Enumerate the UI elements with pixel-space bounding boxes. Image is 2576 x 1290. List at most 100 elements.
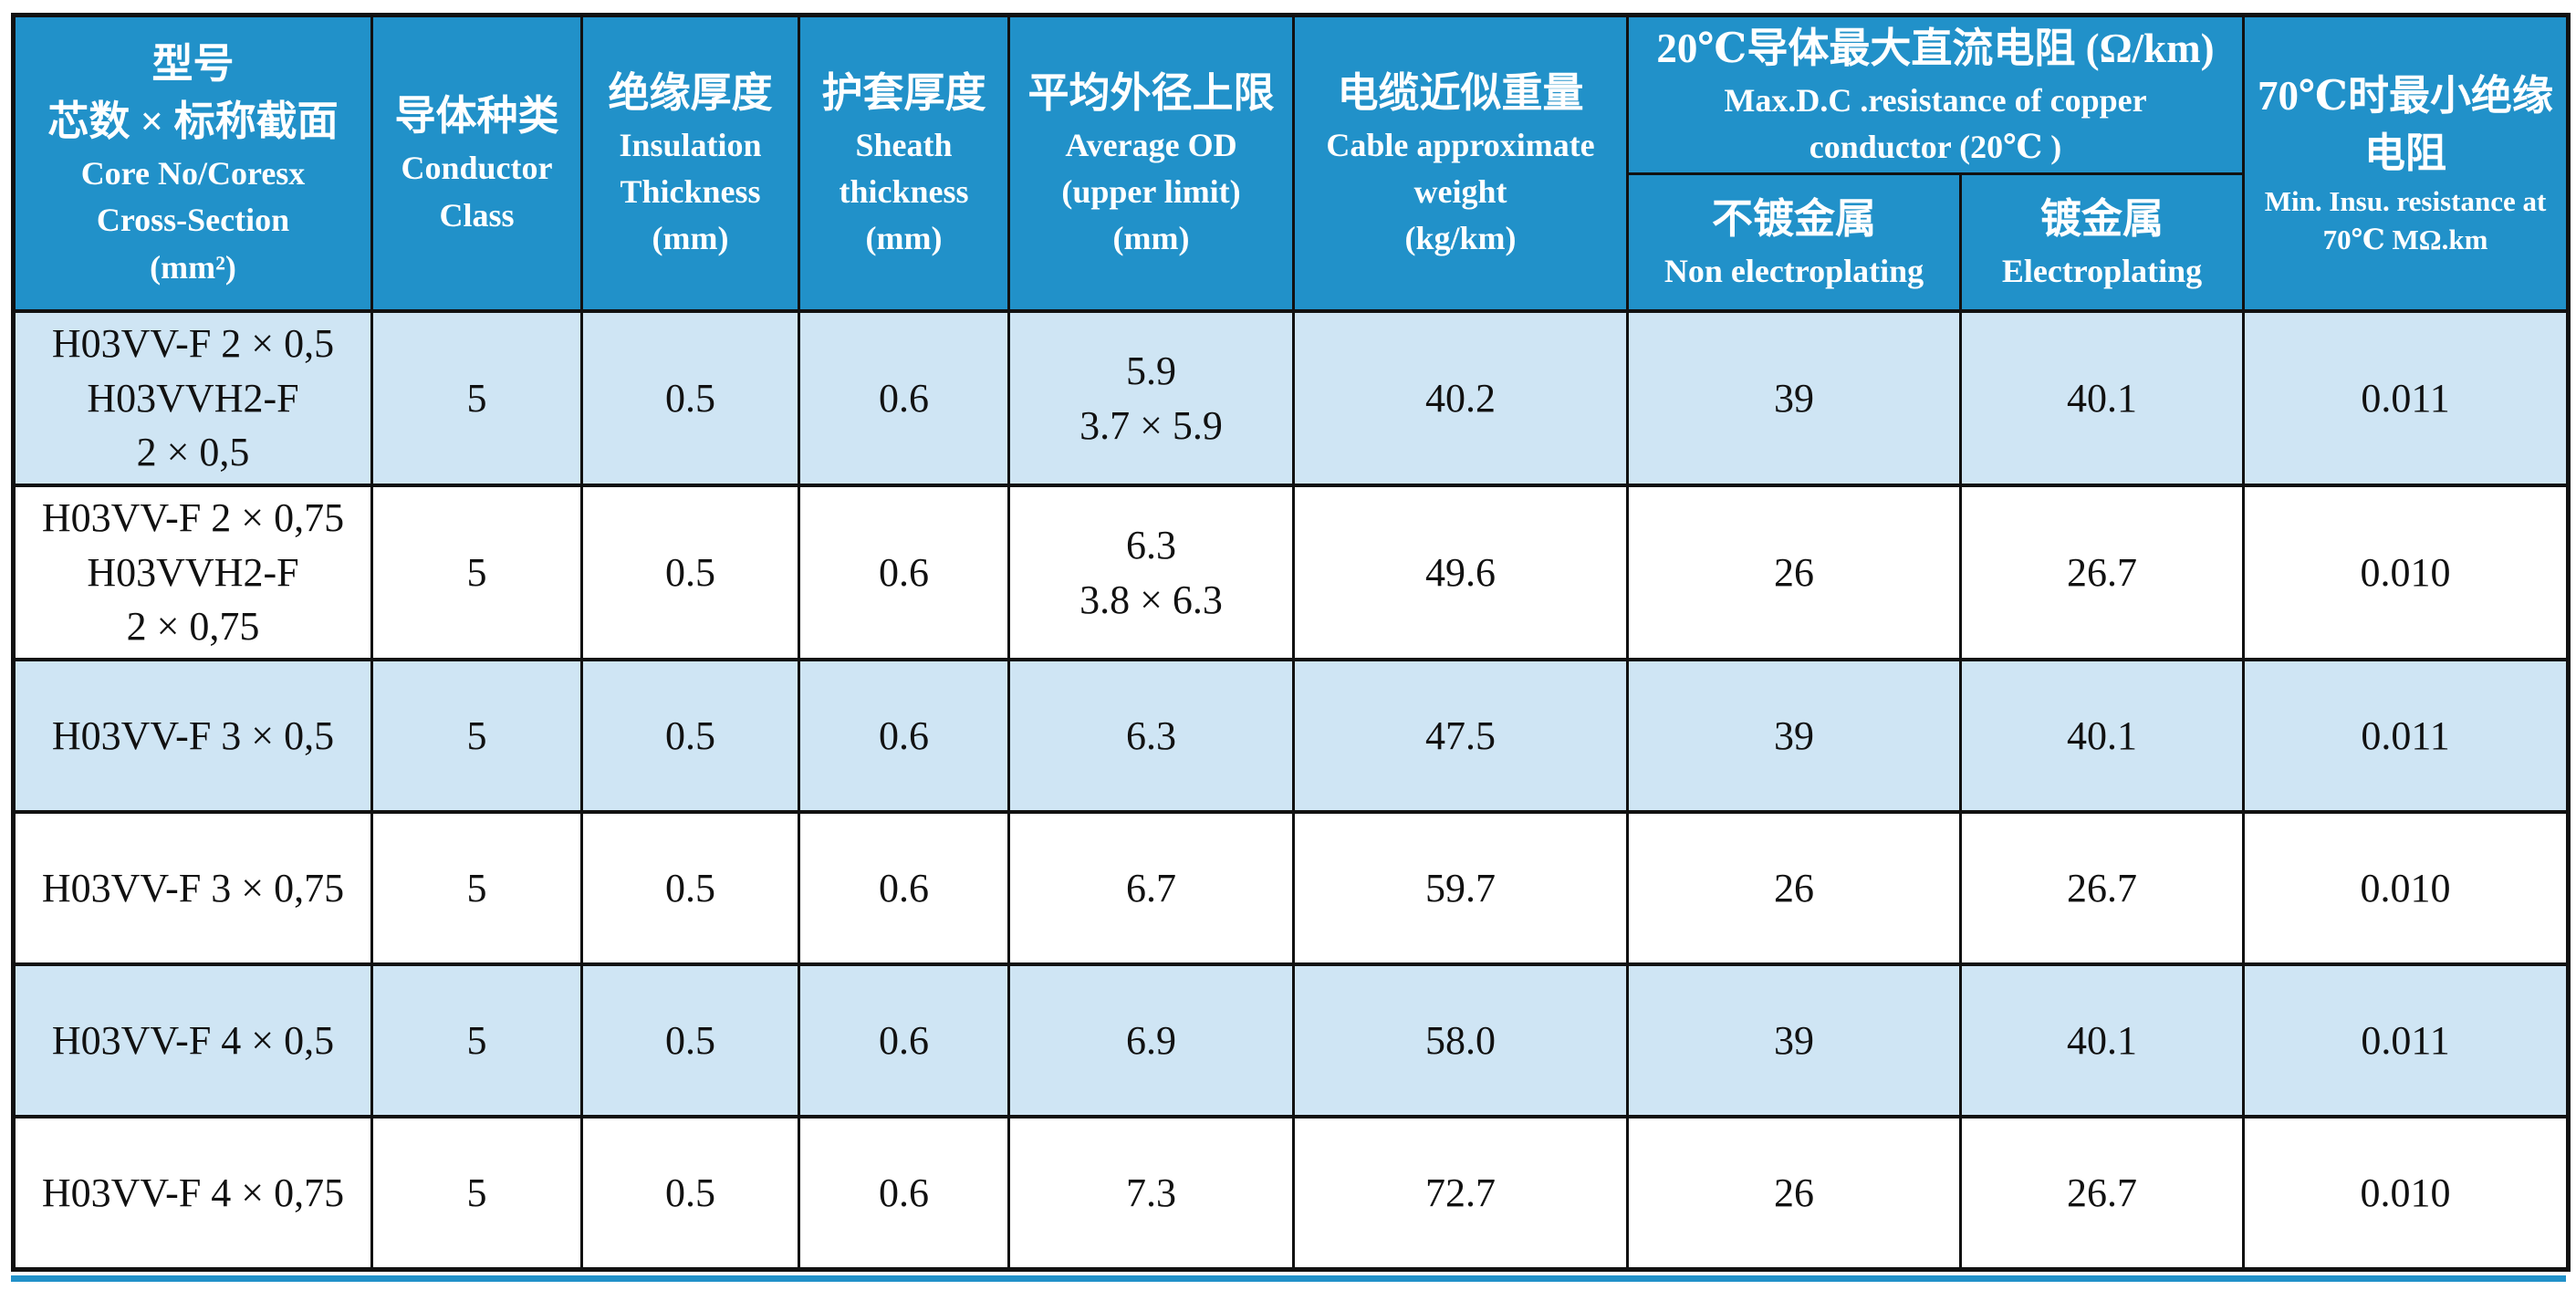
cell-weight_kg_km: 72.7 bbox=[1292, 1115, 1629, 1271]
header-zh-lines: 绝缘厚度 bbox=[585, 65, 797, 122]
cell-insulation_mm: 0.5 bbox=[580, 810, 800, 966]
cell-resistance_plated: 40.1 bbox=[1958, 962, 2246, 1118]
cell-conductor_class: 5 bbox=[370, 484, 583, 661]
text-line: Conductor bbox=[401, 150, 553, 187]
header-en-lines: Electroplating bbox=[1964, 248, 2241, 295]
text-line: H03VV-F 4 × 0,75 bbox=[41, 1170, 345, 1215]
text-line: H03VV-F 3 × 0,75 bbox=[41, 865, 345, 910]
text-line: 不镀金属 bbox=[1711, 195, 1876, 242]
text-line: weight bbox=[1413, 172, 1507, 210]
table-row: H03VV-F 4 × 0,5 5 0.5 0.6 6.9 58.0 39 40.1 0.011 bbox=[12, 962, 2571, 1118]
cell-average_od_mm: 6.3 3.8 × 6.3 bbox=[1007, 484, 1295, 661]
cell-conductor_class: 5 bbox=[370, 658, 583, 814]
header-en-lines: Max.D.C .resistance of copper conductor (… bbox=[1631, 78, 2241, 171]
text-line: Class bbox=[439, 196, 515, 234]
header-zh-lines: 不镀金属 bbox=[1631, 191, 1958, 248]
header-zh-lines: 型号 芯数 × 标称截面 bbox=[16, 36, 370, 151]
text-line: 2 × 0,75 bbox=[126, 604, 260, 650]
text-line: 平均外径上限 bbox=[1027, 69, 1275, 116]
cell-min_insulation_70c: 0.011 bbox=[2242, 658, 2571, 814]
col-header-average-od: 平均外径上限 Average OD (upper limit) (mm) bbox=[1007, 14, 1295, 313]
text-line: (mm) bbox=[1112, 220, 1190, 257]
cell-weight_kg_km: 58.0 bbox=[1292, 962, 1629, 1118]
cell-resistance_plated: 40.1 bbox=[1958, 658, 2246, 814]
text-line: H03VVH2-F bbox=[87, 375, 299, 421]
text-line: H03VV-F 2 × 0,75 bbox=[41, 495, 345, 541]
text-line: 3.7 × 5.9 bbox=[1079, 402, 1223, 448]
text-line: 20℃导体最大直流电阻 (Ω/km) bbox=[1656, 25, 2215, 71]
cell-sheath_mm: 0.6 bbox=[798, 962, 1010, 1118]
cell-insulation_mm: 0.5 bbox=[580, 962, 800, 1118]
text-line: Thickness bbox=[620, 172, 761, 210]
text-line: 70℃ MΩ.km bbox=[2322, 224, 2488, 255]
cell-insulation_mm: 0.5 bbox=[580, 309, 800, 487]
text-line: H03VVH2-F bbox=[87, 549, 299, 595]
cell-sheath_mm: 0.6 bbox=[798, 810, 1010, 966]
cell-model: H03VV-F 3 × 0,5 bbox=[12, 658, 373, 814]
cell-sheath_mm: 0.6 bbox=[798, 1115, 1010, 1271]
cell-resistance_non_plated: 39 bbox=[1626, 962, 1962, 1118]
header-row-sub: 不镀金属 Non electroplating 镀金属 Electroplati… bbox=[14, 172, 2569, 313]
text-line: 6.3 bbox=[1126, 523, 1176, 568]
bottom-divider-line bbox=[11, 1275, 2566, 1282]
text-line: 5.9 bbox=[1126, 349, 1176, 394]
table-row: H03VV-F 3 × 0,75 5 0.5 0.6 6.7 59.7 26 26.7 0.01… bbox=[12, 810, 2571, 966]
text-line: conductor (20℃ ) bbox=[1809, 128, 2062, 165]
text-line: 芯数 × 标称截面 bbox=[47, 99, 339, 145]
text-line: (upper limit) bbox=[1061, 172, 1241, 210]
cell-resistance_plated: 26.7 bbox=[1958, 810, 2246, 966]
cell-resistance_non_plated: 39 bbox=[1626, 658, 1962, 814]
text-line: (mm²) bbox=[150, 248, 236, 286]
text-line: Sheath bbox=[855, 126, 953, 163]
cell-conductor_class: 5 bbox=[370, 962, 583, 1118]
table-row: H03VV-F 4 × 0,75 5 0.5 0.6 7.3 72.7 26 26.7 0.01… bbox=[12, 1115, 2571, 1271]
cell-resistance_non_plated: 39 bbox=[1626, 309, 1962, 487]
table-header: 型号 芯数 × 标称截面 Core No/Coresx Cross-Section (… bbox=[12, 13, 2571, 313]
cell-min_insulation_70c: 0.010 bbox=[2242, 484, 2571, 661]
header-zh-lines: 护套厚度 bbox=[802, 65, 1006, 122]
header-zh-lines: 导体种类 bbox=[375, 88, 579, 145]
cell-weight_kg_km: 59.7 bbox=[1292, 810, 1629, 966]
cell-insulation_mm: 0.5 bbox=[580, 658, 800, 814]
header-zh-lines: 20℃导体最大直流电阻 (Ω/km) bbox=[1631, 20, 2241, 78]
cell-average_od_mm: 7.3 bbox=[1007, 1115, 1295, 1271]
cell-conductor_class: 5 bbox=[370, 1115, 583, 1271]
cell-average_od_mm: 6.3 bbox=[1007, 658, 1295, 814]
header-zh-lines: 平均外径上限 bbox=[1012, 65, 1291, 122]
cell-conductor_class: 5 bbox=[370, 309, 583, 487]
header-en-lines: Min. Insu. resistance at 70℃ MΩ.km bbox=[2247, 182, 2566, 259]
cell-resistance_plated: 40.1 bbox=[1958, 309, 2246, 487]
text-line: Max.D.C .resistance of copper bbox=[1724, 81, 2147, 119]
text-line: 导体种类 bbox=[394, 93, 559, 140]
text-line: H03VV-F 2 × 0,5 bbox=[51, 321, 335, 367]
text-line: Cable approximate bbox=[1326, 126, 1595, 163]
cell-model: H03VV-F 4 × 0,75 bbox=[12, 1115, 373, 1271]
text-line: H03VV-F 4 × 0,5 bbox=[51, 1017, 335, 1063]
cell-model: H03VV-F 2 × 0,5 H03VVH2-F 2 × 0,5 bbox=[12, 309, 373, 487]
text-line: Cross-Section bbox=[96, 202, 290, 239]
col-header-conductor-class: 导体种类 Conductor Class bbox=[370, 14, 583, 313]
col-header-min-insulation-resistance: 70℃时最小绝缘 电阻 Min. Insu. resistance at 70℃ M… bbox=[2242, 14, 2571, 313]
cell-weight_kg_km: 47.5 bbox=[1292, 658, 1629, 814]
text-line: Core No/Coresx bbox=[80, 155, 306, 192]
text-line: 70℃时最小绝缘 bbox=[2258, 73, 2553, 120]
text-line: 6.7 bbox=[1126, 865, 1176, 910]
header-en-lines: Cable approximate weight (kg/km) bbox=[1297, 122, 1625, 262]
cell-min_insulation_70c: 0.010 bbox=[2242, 1115, 2571, 1271]
cell-resistance_non_plated: 26 bbox=[1626, 1115, 1962, 1271]
table-row: H03VV-F 2 × 0,75 H03VVH2-F 2 × 0,75 5 0.5 0.6… bbox=[12, 484, 2571, 661]
table-row: H03VV-F 3 × 0,5 5 0.5 0.6 6.3 47.5 39 40.1 0.011 bbox=[12, 658, 2571, 814]
text-line: H03VV-F 3 × 0,5 bbox=[51, 713, 335, 758]
cell-insulation_mm: 0.5 bbox=[580, 484, 800, 661]
cell-resistance_plated: 26.7 bbox=[1958, 1115, 2246, 1271]
cell-average_od_mm: 6.9 bbox=[1007, 962, 1295, 1118]
cell-weight_kg_km: 40.2 bbox=[1292, 309, 1629, 487]
text-line: Min. Insu. resistance at bbox=[2264, 185, 2547, 218]
text-line: 6.9 bbox=[1126, 1017, 1176, 1063]
cell-sheath_mm: 0.6 bbox=[798, 484, 1010, 661]
text-line: 电缆近似重量 bbox=[1337, 69, 1584, 116]
cell-model: H03VV-F 4 × 0,5 bbox=[12, 962, 373, 1118]
header-zh-lines: 70℃时最小绝缘 电阻 bbox=[2247, 68, 2566, 182]
text-line: thickness bbox=[839, 172, 969, 210]
col-header-weight: 电缆近似重量 Cable approximate weight (kg/km) bbox=[1292, 14, 1629, 313]
